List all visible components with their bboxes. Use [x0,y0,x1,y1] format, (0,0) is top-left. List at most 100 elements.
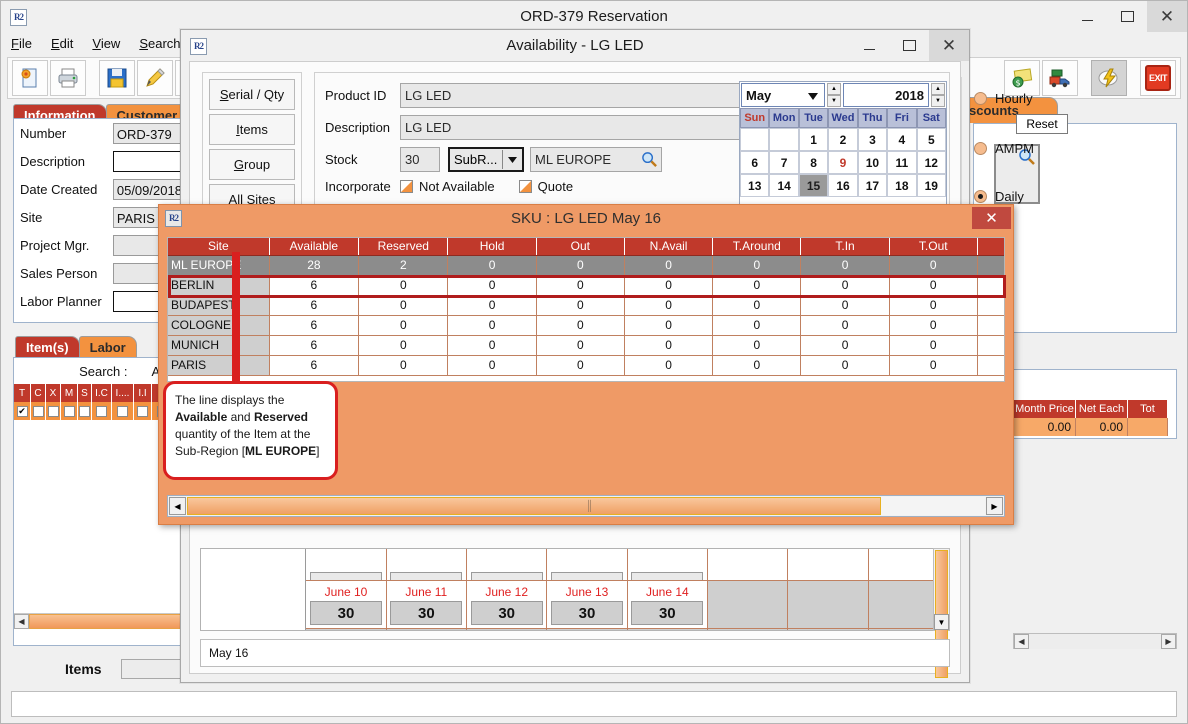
price-col-monthprice[interactable]: Month Price [1014,400,1076,418]
magnifier-icon[interactable] [1018,148,1036,171]
item-grid-col-i[interactable]: I.... [112,384,134,402]
calendar-day-8[interactable]: 8 [798,151,829,174]
radio-icon[interactable] [974,92,987,105]
sku-col-available[interactable]: Available [269,238,360,256]
maximize-button[interactable] [1107,1,1147,32]
schedule-vscrollbar[interactable]: ▼ [933,548,950,678]
radio-icon[interactable] [974,190,987,203]
schedule-date-cell[interactable]: June 10 30 [306,581,387,629]
schedule-date-value[interactable]: 30 [550,601,623,625]
calendar-day-18[interactable]: 18 [887,174,917,197]
sku-col-tout[interactable]: T.Out [889,238,978,256]
table-row[interactable]: BERLIN6000000000 [168,275,1004,296]
side-button-group[interactable]: Group [209,149,295,180]
item-grid-checkbox[interactable] [32,405,44,417]
item-grid-checkbox[interactable] [79,405,90,417]
calendar-day-14[interactable]: 14 [769,174,799,197]
scroll-down-arrow-icon[interactable]: ▼ [934,614,949,630]
calendar-day-3[interactable]: 3 [857,128,888,151]
items-hscrollbar[interactable]: ◀ [14,613,190,629]
availability-minimize-button[interactable] [849,30,889,61]
year-spinner-down[interactable]: ▼ [931,95,945,107]
magnifier-icon[interactable] [641,151,658,171]
view-mode-hourly[interactable]: Hourly [974,91,1033,106]
calendar-day-19[interactable]: 19 [916,174,946,197]
quote-checkbox[interactable] [518,180,532,193]
item-grid-cell[interactable]: ✔ [14,402,31,420]
table-row[interactable]: ML EUROPE28200000000 [168,255,1004,276]
radio-icon[interactable] [974,142,987,155]
view-mode-ampm[interactable]: AMPM [974,141,1034,156]
schedule-empty-cell[interactable] [386,629,467,630]
scope-select[interactable]: SubR... [448,147,524,172]
calendar-day-4[interactable]: 4 [887,128,917,151]
menu-file[interactable]: File [11,35,32,51]
menu-view[interactable]: View [92,35,121,51]
price-col-neteach[interactable]: Net Each [1076,400,1128,418]
table-row[interactable]: BUDAPEST6000000000 [168,295,1004,316]
schedule-empty-cell[interactable] [627,629,708,630]
items-hscroll-track[interactable] [29,614,190,629]
menu-edit[interactable]: Edit [50,35,74,51]
schedule-empty-cell[interactable] [306,629,387,630]
calendar-day-6[interactable]: 6 [740,151,770,174]
schedule-empty-cell[interactable] [467,629,548,630]
sku-col-out[interactable]: Out [536,238,625,256]
not-available-checkbox[interactable] [400,180,413,193]
table-row[interactable]: COLOGNE6000000000 [168,315,1004,336]
table-row[interactable]: PARIS6000000000 [168,355,1004,376]
description-field[interactable] [112,150,190,172]
money-icon[interactable]: $ [1004,60,1040,96]
calendar-year-field[interactable]: 2018 [843,83,929,107]
item-grid-checkbox[interactable] [63,405,75,417]
schedule-date-value[interactable]: 30 [310,601,382,625]
schedule-date-value[interactable]: 30 [390,601,463,625]
sku-hscroll-thumb[interactable] [187,497,882,515]
sku-popup-close-button[interactable]: ✕ [972,207,1011,229]
item-grid-cell[interactable] [134,402,152,420]
calendar-day-13[interactable]: 13 [740,174,770,197]
calendar-day-7[interactable]: 7 [769,151,799,174]
truck-delivery-icon[interactable] [1042,60,1078,96]
calendar-day-12[interactable]: 12 [916,151,946,174]
calendar-day-10[interactable]: 10 [857,151,888,174]
schedule-empty-cell[interactable] [547,629,628,630]
schedule-date-cell[interactable]: June 14 30 [627,581,708,629]
sku-col-site[interactable]: Site [168,238,270,256]
sku-col-taround[interactable]: T.Around [712,238,802,256]
calendar-day-11[interactable]: 11 [887,151,917,174]
schedule-empty-cell[interactable] [707,629,789,630]
stock-qty-field[interactable]: 30 [400,147,440,172]
sku-col-navail[interactable]: N.Avail [624,238,714,256]
items-hscroll-thumb[interactable] [29,614,184,629]
year-spinner[interactable]: ▲ ▼ [931,83,945,107]
calendar-day-17[interactable]: 17 [857,174,888,197]
month-spinner[interactable]: ▲ ▼ [827,83,841,107]
item-grid-checkbox[interactable] [96,405,107,417]
sku-grid-container[interactable]: Site Available Reserved Hold Out N.Avail T.Aro… [167,237,1005,382]
calendar-day-15[interactable]: 15 [798,174,829,197]
item-grid-cell[interactable] [112,402,134,420]
tab-labor[interactable]: Labor [78,336,137,357]
item-grid-checkbox[interactable] [137,405,148,417]
calendar-day-9[interactable]: 9 [828,151,858,174]
item-grid-col-m[interactable]: M [61,384,78,402]
sku-col-flow[interactable]: Flow [977,238,1004,256]
sku-hscroll-track[interactable]: ║ [187,497,985,515]
right-hscrollbar[interactable]: ◀ ▶ [1013,633,1177,649]
right-scroll-left-arrow-icon[interactable]: ◀ [1014,633,1029,649]
schedule-date-value[interactable]: 30 [470,601,543,625]
scope-value-field[interactable]: ML EUROPE [530,147,662,172]
schedule-date-cell[interactable]: June 11 30 [386,581,467,629]
schedule-date-cell[interactable]: June 13 30 [547,581,628,629]
right-hscroll-track[interactable] [1029,633,1161,649]
sku-col-hold[interactable]: Hold [447,238,537,256]
right-scroll-right-arrow-icon[interactable]: ▶ [1161,633,1176,649]
edit-pencil-icon[interactable] [137,60,173,96]
price-col-tot[interactable]: Tot [1128,400,1168,418]
number-field[interactable]: ORD-379 [112,122,190,144]
item-grid-checkbox[interactable] [117,405,128,417]
schedule-date-cell[interactable] [707,581,789,629]
month-spinner-down[interactable]: ▼ [827,95,841,107]
availability-close-button[interactable]: ✕ [929,30,969,61]
